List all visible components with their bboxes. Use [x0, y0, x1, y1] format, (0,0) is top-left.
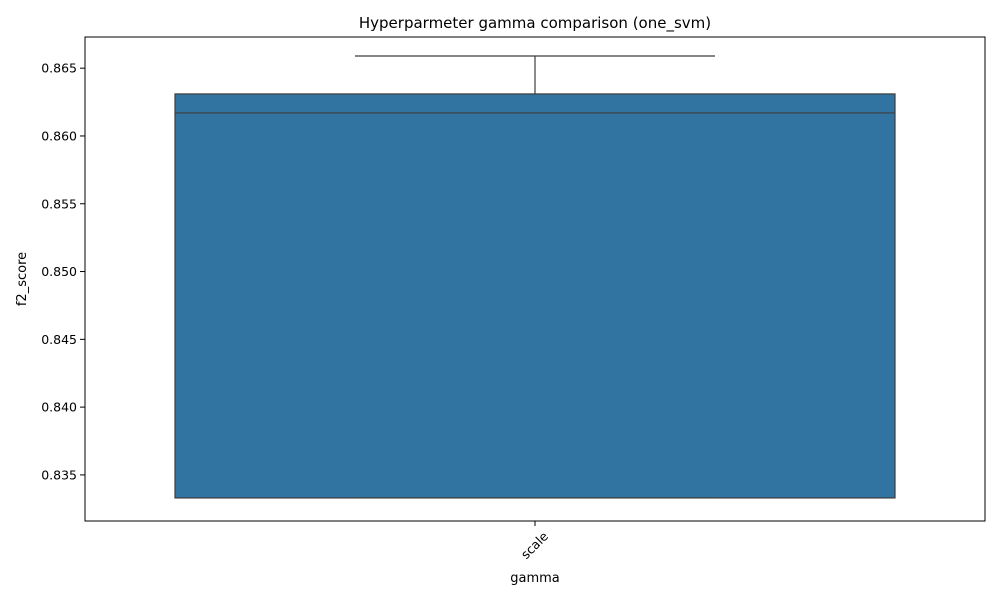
y-tick-label: 0.835: [41, 467, 77, 482]
chart-title: Hyperparmeter gamma comparison (one_svm): [359, 14, 711, 33]
plot-area: [174, 55, 896, 499]
x-axis-label: gamma: [510, 571, 560, 586]
y-axis-ticks: 0.835 0.840 0.845 0.850 0.855 0.860 0.865: [41, 61, 85, 482]
y-tick-label: 0.840: [41, 400, 77, 415]
y-tick-label: 0.860: [41, 128, 77, 143]
y-axis-label: f2_score: [15, 252, 30, 306]
box-iqr: [174, 93, 896, 499]
y-tick-label: 0.850: [41, 264, 77, 279]
y-tick-label: 0.855: [41, 196, 77, 211]
box-scale: [174, 55, 896, 499]
y-tick-label: 0.865: [41, 61, 77, 76]
y-tick-label: 0.845: [41, 332, 77, 347]
